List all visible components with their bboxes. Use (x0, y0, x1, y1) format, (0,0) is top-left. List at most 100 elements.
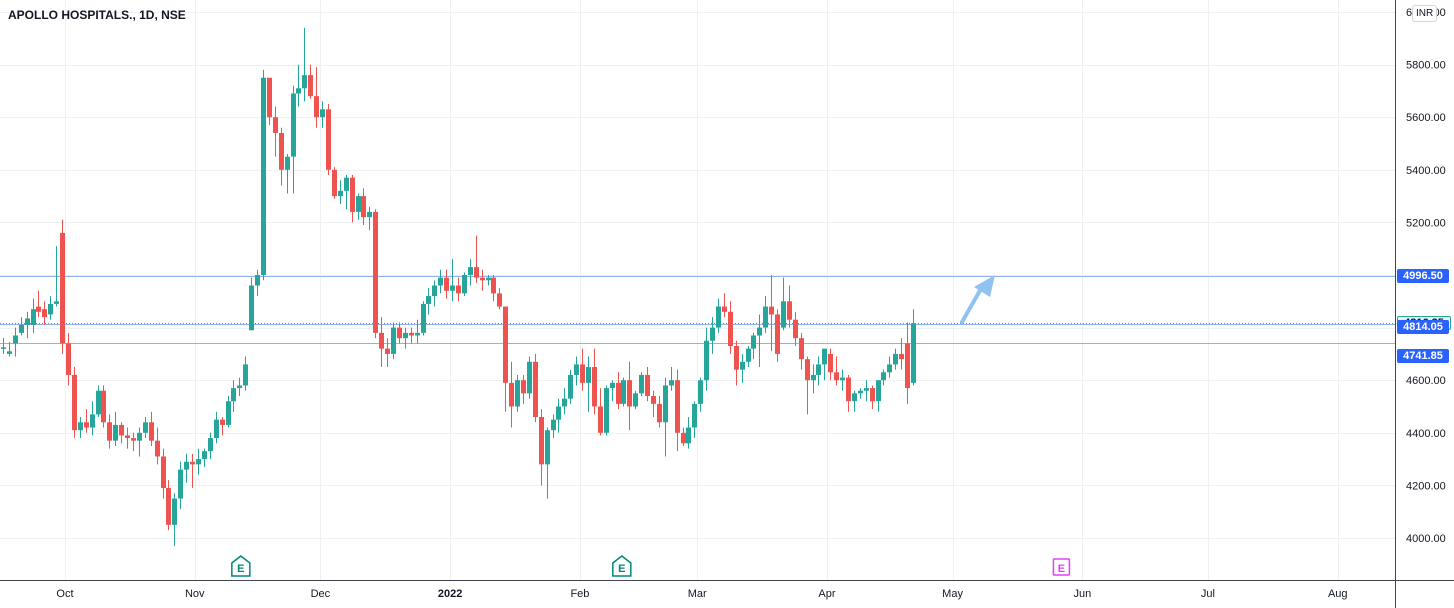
candle-body (113, 424, 118, 441)
candle-body (811, 374, 816, 381)
candle (586, 356, 591, 412)
time-tick-label: Feb (570, 588, 589, 600)
candle-body (344, 177, 349, 191)
candle (716, 298, 721, 333)
candle (474, 235, 479, 283)
candle (326, 104, 331, 176)
candle-body (143, 422, 148, 433)
candle-body (669, 380, 674, 386)
candle-body (651, 395, 656, 404)
candle (332, 167, 337, 199)
candle-body (285, 156, 290, 170)
candle (149, 411, 154, 446)
candle-body (101, 390, 106, 423)
candle-body (480, 277, 485, 281)
candle (787, 285, 792, 328)
candle-body (426, 296, 431, 304)
candle-body (415, 332, 420, 336)
candle-body (911, 323, 916, 383)
candle (503, 306, 508, 412)
candle (816, 356, 821, 386)
candle-body (751, 335, 756, 349)
candle-body (155, 440, 160, 457)
candle-body (385, 348, 390, 354)
candle (184, 453, 189, 483)
candle (202, 448, 207, 467)
candle (302, 27, 307, 102)
candle (36, 290, 41, 318)
candle-body (308, 75, 313, 97)
candle-body (633, 393, 638, 407)
earnings-label: E (1058, 563, 1065, 575)
price-axis-label: 4996.50 (1397, 268, 1449, 283)
candle (450, 259, 455, 302)
candle (60, 219, 65, 354)
candle (734, 340, 739, 386)
candle-body (302, 75, 307, 89)
earnings-marker[interactable]: E (612, 555, 632, 577)
candle (107, 414, 112, 449)
candle (527, 356, 532, 399)
earnings-badge (612, 555, 632, 577)
candle-body (338, 190, 343, 197)
candle (704, 327, 709, 391)
candle-body (775, 314, 780, 354)
candle (48, 296, 53, 320)
price-tick-label: 5400.00 (1406, 165, 1446, 177)
candle (497, 288, 502, 310)
earnings-marker[interactable]: E (231, 555, 251, 577)
candle-body (834, 372, 839, 381)
candle-body (769, 306, 774, 315)
currency-button[interactable]: INR (1412, 5, 1438, 22)
candle-body (421, 303, 426, 333)
candle (870, 385, 875, 410)
arrow-shaft (960, 285, 984, 324)
candle (462, 272, 467, 297)
candle (350, 175, 355, 223)
candle-body (231, 388, 236, 402)
candle (96, 385, 101, 418)
candle-body (793, 319, 798, 339)
candle-body (621, 380, 626, 404)
candle-body (799, 338, 804, 360)
candle (769, 275, 774, 352)
candle-body (237, 385, 242, 389)
candle (19, 317, 24, 336)
candle-body (220, 419, 225, 425)
candle-body (852, 393, 857, 402)
candle-body (740, 361, 745, 370)
candle-body (881, 372, 886, 381)
candle (669, 367, 674, 391)
candle-body (48, 303, 53, 315)
candle (308, 64, 313, 99)
candle-body (361, 196, 366, 218)
candle (214, 411, 219, 444)
candle-body (486, 277, 491, 281)
candle-body (521, 380, 526, 394)
candle-body (728, 311, 733, 347)
candle-body (90, 414, 95, 428)
candle-body (137, 432, 142, 441)
candle-body (876, 380, 881, 402)
candle (574, 356, 579, 386)
candle (515, 374, 520, 412)
candle (320, 101, 325, 128)
candle-body (562, 398, 567, 407)
candle-body (568, 374, 573, 399)
projection-arrow (960, 275, 995, 324)
candle-body (36, 306, 41, 312)
candle (521, 374, 526, 404)
candle (172, 493, 177, 546)
candle (285, 154, 290, 194)
candle (13, 327, 18, 357)
candle (208, 432, 213, 460)
candle (361, 188, 366, 226)
earnings-marker[interactable]: E (1052, 558, 1071, 576)
candle-body (757, 327, 762, 336)
candle (551, 414, 556, 439)
time-tick-label: Mar (688, 588, 707, 600)
candle (834, 356, 839, 386)
candle-body (7, 351, 12, 354)
